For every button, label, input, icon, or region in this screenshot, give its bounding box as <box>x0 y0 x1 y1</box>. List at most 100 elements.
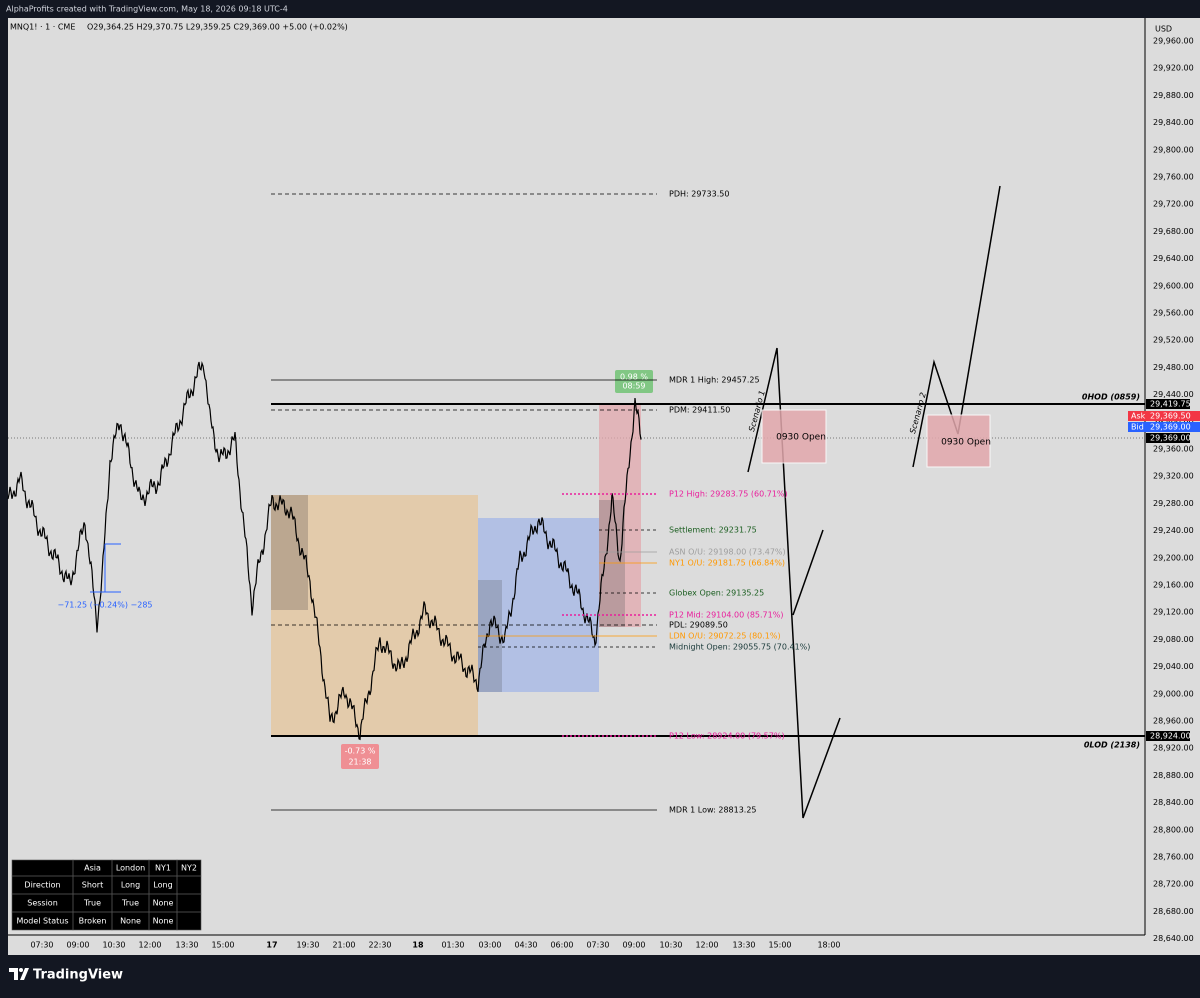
price-label: 29,360.00 <box>1153 445 1194 454</box>
logo <box>9 968 29 980</box>
level-label: P12 High: 29283.75 (60.71%) <box>669 490 788 499</box>
time-label: 13:30 <box>732 941 755 950</box>
price-label: 28,760.00 <box>1153 853 1194 862</box>
level-label: P12 Low: 28924.00 (79.57%) <box>669 732 785 741</box>
table-cell-text: Broken <box>79 917 107 926</box>
time-label: 22:30 <box>368 941 391 950</box>
price-axis <box>1145 18 1200 935</box>
price-label: 28,720.00 <box>1153 880 1194 889</box>
price-label: 28,960.00 <box>1153 717 1194 726</box>
time-label: 17 <box>266 941 277 950</box>
time-label: 10:30 <box>102 941 125 950</box>
price-label: 29,560.00 <box>1153 309 1194 318</box>
high-pct: 0.98 % <box>620 373 648 382</box>
level-label: MDR 1 Low: 28813.25 <box>669 806 757 815</box>
price-label: 28,840.00 <box>1153 798 1194 807</box>
time-label: 13:30 <box>175 941 198 950</box>
time-label: 21:00 <box>332 941 355 950</box>
level-label: P12 Mid: 29104.00 (85.71%) <box>669 611 783 620</box>
tag-name: Ask <box>1131 412 1146 421</box>
tag-value: 29,369.50 <box>1150 412 1191 421</box>
price-label: 28,880.00 <box>1153 771 1194 780</box>
level-label: PDL: 29089.50 <box>669 621 728 630</box>
table-cells: Asia London NY1 NY2 Direction Short Long Long Se… <box>11 859 202 931</box>
low-badge <box>341 744 379 769</box>
table-cell-text: True <box>121 899 139 908</box>
level-label: Globex Open: 29135.25 <box>669 589 764 598</box>
price-label: 29,960.00 <box>1153 37 1194 46</box>
olod-label: 0LOD (2138) <box>1084 741 1140 750</box>
price-label: 29,880.00 <box>1153 91 1194 100</box>
credit: AlphaProfits created with TradingView.co… <box>6 5 288 14</box>
table-cell-text: None <box>153 917 174 926</box>
price-label: 29,600.00 <box>1153 281 1194 290</box>
low-pct: -0.73 % <box>345 747 376 756</box>
level-label: MDR 1 High: 29457.25 <box>669 376 760 385</box>
price-label: 29,120.00 <box>1153 608 1194 617</box>
table-cell-text: Long <box>121 881 140 890</box>
price-label: 29,000.00 <box>1153 689 1194 698</box>
table-cell-text: None <box>153 899 174 908</box>
tag-name: Bid <box>1131 423 1144 432</box>
time-label: 18 <box>412 941 424 950</box>
price-label: 29,440.00 <box>1153 390 1194 399</box>
ny-sub-box <box>599 500 625 627</box>
price-label: 29,800.00 <box>1153 145 1194 154</box>
table-bg <box>12 860 201 930</box>
price-tag <box>1128 411 1200 421</box>
table-header: NY2 <box>181 864 197 873</box>
price-label: 29,400.00 <box>1153 417 1194 426</box>
status-table: Asia London NY1 NY2 Direction Short Long Long Se… <box>11 859 202 931</box>
table-header: Asia <box>84 864 101 873</box>
high-badge <box>615 370 653 393</box>
measure-label: −71.25 (−0.24%) −285 <box>57 601 152 610</box>
price-tag <box>1146 731 1190 741</box>
price-tag <box>1146 433 1190 443</box>
price-label: 28,680.00 <box>1153 907 1194 916</box>
price-label: 29,840.00 <box>1153 118 1194 127</box>
table-cell-text: Short <box>82 881 103 890</box>
open-box <box>926 414 991 468</box>
time-label: 12:00 <box>695 941 718 950</box>
table-cell-text: Session <box>27 899 58 908</box>
level-label: Settlement: 29231.75 <box>669 526 757 535</box>
price-label: 29,520.00 <box>1153 336 1194 345</box>
price-line <box>7 360 642 741</box>
time-label: 15:00 <box>211 941 234 950</box>
price-label: 28,640.00 <box>1153 934 1194 943</box>
price-label: 29,920.00 <box>1153 64 1194 73</box>
chart-pane <box>8 18 1145 935</box>
scenario-path <box>792 529 824 616</box>
price-label: 29,280.00 <box>1153 499 1194 508</box>
time-label: 15:00 <box>768 941 791 950</box>
open-box <box>761 409 827 464</box>
price-label: 29,040.00 <box>1153 662 1194 671</box>
tag-value: 28,924.00 <box>1150 732 1191 741</box>
price-label: 29,080.00 <box>1153 635 1194 644</box>
ohlc: O29,364.25 H29,370.75 L29,359.25 C29,369… <box>87 23 348 32</box>
time-label: 19:30 <box>296 941 319 950</box>
table-header: London <box>116 864 145 873</box>
tag-value: 29,369.00 <box>1150 434 1191 443</box>
price-label: 28,800.00 <box>1153 825 1194 834</box>
table-cell-text: Model Status <box>16 917 68 926</box>
time-label: 07:30 <box>30 941 53 950</box>
time-label: 18:00 <box>817 941 840 950</box>
time-label: 09:00 <box>66 941 89 950</box>
level-label: PDH: 29733.50 <box>669 190 729 199</box>
time-label: 12:00 <box>138 941 161 950</box>
price-label: 29,320.00 <box>1153 472 1194 481</box>
time-label: 01:30 <box>441 941 464 950</box>
price-label: 29,480.00 <box>1153 363 1194 372</box>
price-label: 28,920.00 <box>1153 744 1194 753</box>
price-label: 29,640.00 <box>1153 254 1194 263</box>
level-label: Midnight Open: 29055.75 (70.41%) <box>669 643 810 652</box>
tag-value: 29,419.75 <box>1150 400 1191 409</box>
table-cell <box>176 911 202 931</box>
low-time: 21:38 <box>348 758 371 767</box>
table-cell-text: None <box>120 917 141 926</box>
brand: TradingView <box>33 968 123 983</box>
table-cell-text: Long <box>153 881 172 890</box>
